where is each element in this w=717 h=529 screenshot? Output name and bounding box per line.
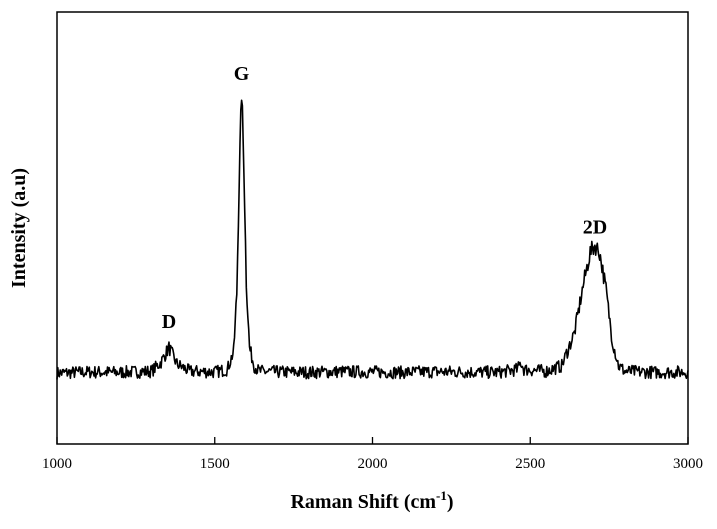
peak-label-g: G	[234, 63, 250, 85]
x-axis-title-sup: -1	[436, 488, 447, 503]
x-axis-title-end: )	[447, 491, 454, 513]
peak-label-d: D	[162, 311, 176, 333]
x-tick-label: 3000	[673, 456, 703, 472]
x-tick-label: 1000	[42, 456, 72, 472]
raman-spectrum-line	[56, 99, 689, 380]
x-tick-label: 2500	[515, 456, 545, 472]
x-tick-label: 1500	[200, 456, 230, 472]
x-axis-ticks: 1000 1500 2000 2500 3000	[42, 437, 703, 472]
x-axis-title: Raman Shift (cm-1)	[290, 488, 453, 513]
x-axis-title-main: Raman Shift (cm	[290, 491, 436, 513]
y-axis-title: Intensity (a.u)	[8, 168, 30, 288]
x-tick-label: 2000	[358, 456, 388, 472]
peak-labels: D G 2D	[162, 63, 607, 333]
peak-label-2d: 2D	[583, 216, 607, 238]
